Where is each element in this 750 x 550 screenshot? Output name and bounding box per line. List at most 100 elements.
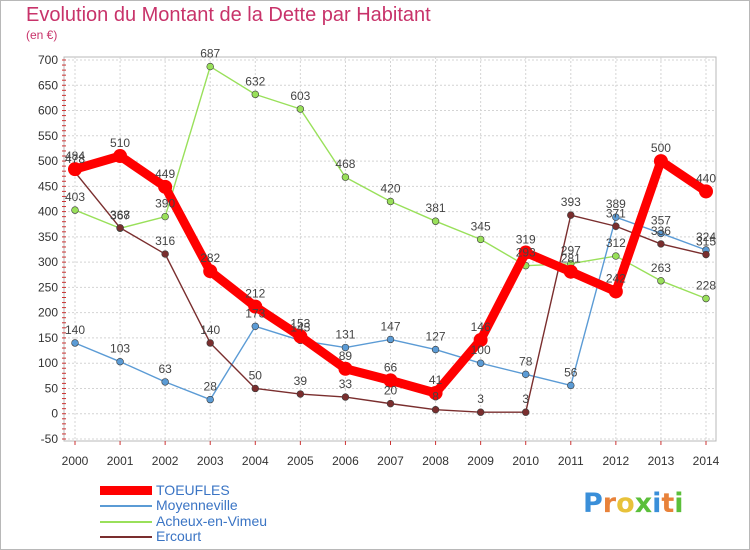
y-tick-label: 300 bbox=[38, 255, 58, 269]
data-label: 8 bbox=[432, 390, 439, 404]
data-point bbox=[293, 329, 308, 344]
x-tick-label: 2004 bbox=[242, 454, 269, 468]
y-tick-label: 0 bbox=[51, 407, 58, 421]
data-label: 390 bbox=[155, 197, 175, 211]
data-label: 263 bbox=[651, 261, 671, 275]
data-point bbox=[248, 299, 263, 314]
data-point bbox=[113, 149, 128, 164]
data-label: 3 bbox=[477, 392, 484, 406]
logo-letter: r bbox=[602, 488, 617, 519]
data-point bbox=[653, 154, 668, 169]
data-point bbox=[567, 381, 575, 390]
data-label: 500 bbox=[651, 141, 671, 155]
data-labels: 484 510 449 282 212 153 89 66 41 146 319 281 242 500 4… bbox=[65, 47, 716, 407]
data-point bbox=[341, 173, 350, 181]
data-label: 140 bbox=[65, 323, 85, 337]
y-tick-label: 50 bbox=[45, 381, 59, 395]
data-label: 393 bbox=[561, 195, 581, 209]
y-tick-label: 150 bbox=[38, 331, 58, 345]
data-label: 468 bbox=[335, 157, 355, 171]
data-label: 33 bbox=[339, 377, 353, 391]
data-point bbox=[386, 197, 395, 206]
data-label: 293 bbox=[516, 246, 536, 260]
data-point bbox=[296, 390, 305, 398]
data-label: 510 bbox=[110, 136, 130, 150]
y-tick-label: 600 bbox=[38, 104, 58, 118]
data-point bbox=[206, 395, 214, 404]
y-tick-label: 450 bbox=[38, 179, 58, 193]
legend-swatch-moyenneville bbox=[100, 505, 152, 507]
data-point bbox=[341, 393, 350, 401]
x-tick-label: 2009 bbox=[467, 454, 494, 468]
y-tick-label: 200 bbox=[38, 306, 58, 320]
data-label: 403 bbox=[65, 190, 85, 204]
data-label: 145 bbox=[290, 320, 310, 334]
data-point bbox=[251, 90, 259, 99]
data-label: 50 bbox=[249, 368, 263, 382]
logo-letter: i bbox=[674, 488, 684, 519]
data-point bbox=[203, 264, 218, 279]
data-label: 315 bbox=[696, 235, 716, 249]
y-tick-label: 400 bbox=[38, 205, 58, 219]
y-tick-label: 550 bbox=[38, 129, 58, 143]
data-point bbox=[522, 408, 530, 416]
data-point bbox=[476, 359, 485, 367]
data-point bbox=[522, 370, 530, 379]
x-tick-label: 2000 bbox=[62, 454, 89, 468]
data-label: 228 bbox=[696, 279, 716, 293]
data-label: 78 bbox=[519, 354, 533, 368]
x-tick-label: 2006 bbox=[332, 454, 359, 468]
legend-label-toeufles: TOEUFLES bbox=[156, 482, 230, 498]
data-point bbox=[161, 378, 169, 386]
data-label: 440 bbox=[696, 171, 716, 185]
legend-label-moyenneville: Moyenneville bbox=[156, 497, 238, 513]
proxiti-logo: Proxiti bbox=[583, 488, 684, 519]
data-label: 420 bbox=[380, 181, 400, 195]
data-label: 484 bbox=[65, 149, 85, 163]
y-tick-label: 700 bbox=[38, 53, 58, 67]
data-point bbox=[71, 339, 79, 347]
data-label: 242 bbox=[606, 271, 626, 285]
data-label: 381 bbox=[426, 201, 446, 215]
data-point bbox=[428, 386, 443, 401]
data-point bbox=[251, 384, 259, 393]
data-point bbox=[608, 284, 623, 299]
data-label: 368 bbox=[110, 208, 130, 222]
data-label: 282 bbox=[200, 251, 220, 265]
data-point bbox=[702, 294, 710, 303]
y-tick-label: 100 bbox=[38, 356, 58, 370]
data-label: 131 bbox=[335, 328, 355, 342]
legend-item-toeufles: TOEUFLES bbox=[100, 482, 340, 498]
x-tick-label: 2001 bbox=[107, 454, 134, 468]
logo-letter: i bbox=[652, 488, 662, 519]
data-label: 345 bbox=[471, 219, 491, 233]
data-point bbox=[612, 213, 620, 221]
data-label: 389 bbox=[606, 197, 626, 211]
chart-title: Evolution du Montant de la Dette par Hab… bbox=[26, 4, 431, 26]
y-tick-label: 350 bbox=[38, 230, 58, 244]
data-label: 173 bbox=[245, 306, 265, 320]
logo-letter: t bbox=[661, 488, 675, 519]
y-tick-label: 500 bbox=[38, 154, 58, 168]
axes: 7006506005505004504003503002502001501005… bbox=[38, 53, 720, 468]
data-point bbox=[116, 224, 124, 232]
data-label: 153 bbox=[290, 316, 310, 330]
legend-item-moyenneville: Moyenneville bbox=[100, 497, 340, 513]
x-tick-label: 2011 bbox=[558, 454, 584, 468]
data-label: 297 bbox=[561, 244, 581, 258]
data-point bbox=[341, 343, 350, 352]
data-label: 147 bbox=[380, 319, 400, 333]
data-point bbox=[612, 222, 620, 230]
x-tick-label: 2008 bbox=[422, 454, 449, 468]
data-label: 103 bbox=[110, 342, 130, 356]
data-label: 140 bbox=[200, 323, 220, 337]
legend-swatch-toeufles bbox=[100, 486, 152, 495]
data-label: 367 bbox=[110, 208, 130, 222]
data-label: 100 bbox=[471, 343, 491, 357]
data-point bbox=[161, 212, 169, 221]
x-tick-label: 2014 bbox=[693, 454, 720, 468]
data-point bbox=[386, 335, 395, 344]
data-label: 146 bbox=[471, 320, 491, 334]
data-label: 336 bbox=[651, 224, 671, 238]
